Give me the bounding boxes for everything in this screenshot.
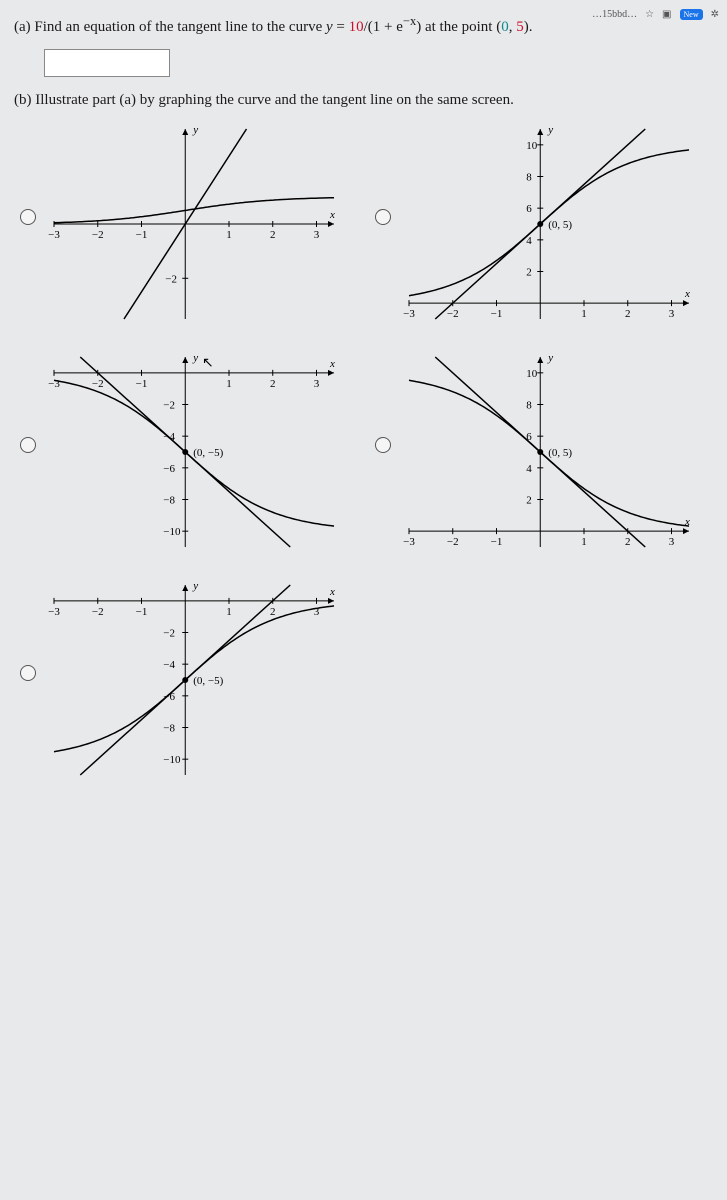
svg-text:2: 2: [270, 229, 276, 241]
svg-text:(0, −5): (0, −5): [193, 675, 223, 687]
svg-text:y: y: [192, 352, 198, 364]
svg-text:2: 2: [526, 267, 532, 279]
svg-text:3: 3: [668, 536, 674, 548]
svg-text:−10: −10: [163, 754, 181, 766]
question-b-label: (b): [14, 92, 32, 108]
svg-text:y: y: [547, 124, 553, 136]
eqn-den-open: /(1 + e: [364, 19, 403, 35]
svg-text:−1: −1: [490, 536, 502, 548]
svg-text:−3: −3: [403, 308, 415, 320]
eqn-den-close: ): [416, 19, 421, 35]
svg-text:−2: −2: [446, 308, 458, 320]
svg-text:−2: −2: [165, 273, 177, 285]
svg-text:1: 1: [226, 378, 232, 390]
svg-text:8: 8: [526, 172, 532, 184]
svg-text:6: 6: [526, 203, 532, 215]
svg-text:−3: −3: [403, 536, 415, 548]
eqn-eq: =: [333, 19, 349, 35]
svg-text:3: 3: [314, 378, 320, 390]
svg-text:−2: −2: [446, 536, 458, 548]
svg-text:10: 10: [526, 140, 538, 152]
svg-text:(0, −5): (0, −5): [193, 447, 223, 459]
svg-text:(0, 5): (0, 5): [548, 447, 572, 459]
svg-text:3: 3: [314, 229, 320, 241]
question-b-text: Illustrate part (a) by graphing the curv…: [35, 92, 514, 108]
radio-5[interactable]: [20, 665, 36, 681]
eqn-numerator: 10: [349, 19, 364, 35]
chart-option-4[interactable]: −3−2−1123246810xy(0, 5): [399, 347, 714, 557]
svg-text:2: 2: [270, 378, 276, 390]
svg-text:−2: −2: [92, 606, 104, 618]
point-value-y: 5: [516, 19, 524, 35]
browser-top-bar: …15bbd… ☆ ▣ New ✲: [584, 0, 727, 28]
chart-option-2[interactable]: −3−2−1123246810xy(0, 5): [399, 119, 714, 329]
svg-text:2: 2: [270, 606, 276, 618]
settings-icon[interactable]: ✲: [711, 9, 719, 20]
svg-text:x: x: [684, 288, 690, 300]
svg-text:−8: −8: [163, 495, 175, 507]
svg-text:1: 1: [581, 308, 587, 320]
eqn-exp: −x: [403, 14, 416, 28]
svg-text:y: y: [192, 580, 198, 592]
svg-text:1: 1: [226, 229, 232, 241]
svg-text:8: 8: [526, 400, 532, 412]
svg-text:−4: −4: [163, 659, 175, 671]
svg-text:−3: −3: [48, 229, 60, 241]
svg-text:1: 1: [581, 536, 587, 548]
point-value: 0: [501, 19, 509, 35]
radio-4[interactable]: [375, 437, 391, 453]
chart-2-svg: −3−2−1123246810xy(0, 5): [399, 119, 699, 329]
svg-text:−1: −1: [490, 308, 502, 320]
svg-text:−2: −2: [163, 628, 175, 640]
chart-3-svg: −3−2−1123−2−4−6−8−10xy(0, −5): [44, 347, 344, 557]
question-a-label: (a): [14, 19, 31, 35]
new-badge: New: [680, 9, 703, 20]
url-fragment: …15bbd…: [592, 9, 637, 20]
svg-text:3: 3: [668, 308, 674, 320]
svg-text:−1: −1: [136, 378, 148, 390]
svg-text:10: 10: [526, 368, 538, 380]
svg-text:−6: −6: [163, 463, 175, 475]
extension-icon[interactable]: ▣: [662, 9, 671, 20]
chart-option-3[interactable]: −3−2−1123−2−4−6−8−10xy(0, −5) ↖: [44, 347, 359, 557]
svg-text:−2: −2: [92, 378, 104, 390]
question-a-after: at the point: [425, 19, 496, 35]
svg-text:(0, 5): (0, 5): [548, 219, 572, 231]
svg-text:y: y: [547, 352, 553, 364]
question-a-prefix: Find an equation of the tangent line to …: [34, 19, 326, 35]
svg-text:x: x: [329, 586, 335, 598]
svg-text:−8: −8: [163, 723, 175, 735]
svg-text:x: x: [329, 358, 335, 370]
radio-3[interactable]: [20, 437, 36, 453]
svg-text:−3: −3: [48, 606, 60, 618]
svg-text:−2: −2: [92, 229, 104, 241]
svg-text:y: y: [192, 124, 198, 136]
answer-input[interactable]: [44, 49, 170, 77]
period: .: [529, 19, 533, 35]
star-icon[interactable]: ☆: [645, 9, 654, 20]
svg-text:2: 2: [625, 536, 631, 548]
chart-4-svg: −3−2−1123246810xy(0, 5): [399, 347, 699, 557]
svg-text:x: x: [329, 209, 335, 221]
svg-text:1: 1: [226, 606, 232, 618]
svg-text:−1: −1: [136, 229, 148, 241]
question-b: (b) Illustrate part (a) by graphing the …: [14, 89, 713, 112]
radio-1[interactable]: [20, 209, 36, 225]
svg-text:2: 2: [625, 308, 631, 320]
svg-text:4: 4: [526, 463, 532, 475]
svg-text:−10: −10: [163, 526, 181, 538]
radio-2[interactable]: [375, 209, 391, 225]
svg-text:−1: −1: [136, 606, 148, 618]
svg-text:2: 2: [526, 495, 532, 507]
chart-1-svg: −3 −2 −1 1 2 3 −2 x y: [44, 119, 344, 329]
svg-text:−6: −6: [163, 691, 175, 703]
charts-grid: −3 −2 −1 1 2 3 −2 x y −3 −2 −1 1 2 3 2 4 6 8 10 x y (0, 5) −3…: [44, 119, 713, 785]
chart-option-5[interactable]: −3−2−1123−2−4−6−8−10xy(0, −5): [44, 575, 359, 785]
chart-option-1[interactable]: −3 −2 −1 1 2 3 −2 x y: [44, 119, 359, 329]
svg-text:−2: −2: [163, 400, 175, 412]
eqn-lhs: y: [326, 19, 333, 35]
chart-5-svg: −3−2−1123−2−4−6−8−10xy(0, −5): [44, 575, 344, 785]
